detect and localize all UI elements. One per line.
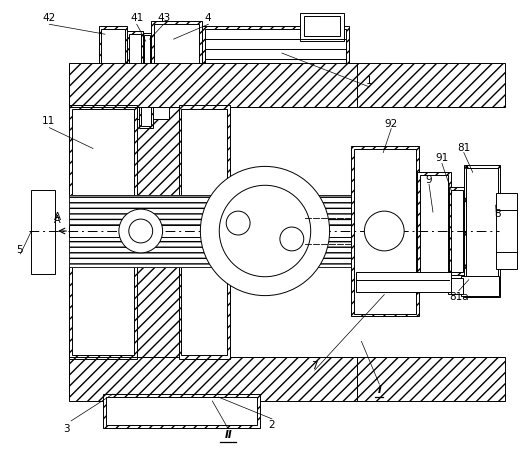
Text: II: II (224, 430, 232, 440)
Circle shape (365, 211, 404, 251)
Text: 7: 7 (311, 361, 318, 371)
Text: 92: 92 (385, 119, 398, 129)
Bar (448, 278, 463, 294)
Bar (358, 63, 504, 107)
Bar (178, 105, 230, 359)
Text: 41: 41 (130, 13, 144, 23)
Text: 2: 2 (269, 420, 275, 430)
Bar (150, 21, 203, 77)
Circle shape (226, 211, 250, 235)
Bar (99, 26, 127, 76)
Bar (103, 394, 260, 428)
Bar (69, 105, 137, 359)
Bar (466, 169, 498, 294)
Bar (304, 16, 340, 36)
Text: 42: 42 (43, 13, 56, 23)
Bar (300, 13, 343, 41)
Bar (69, 64, 184, 102)
Bar (69, 237, 462, 267)
Bar (101, 29, 125, 73)
Bar (351, 145, 419, 317)
Bar (417, 172, 451, 290)
Bar (143, 33, 150, 67)
Circle shape (219, 185, 311, 277)
Text: 43: 43 (157, 13, 170, 23)
Text: I: I (377, 385, 381, 395)
Bar (461, 276, 499, 295)
Bar (69, 195, 462, 267)
Bar (449, 187, 465, 275)
Bar (32, 190, 55, 274)
Text: 81a: 81a (449, 292, 469, 301)
Bar (69, 101, 184, 384)
Bar (69, 63, 358, 107)
Circle shape (129, 219, 153, 243)
Bar (69, 225, 462, 237)
Bar (72, 109, 134, 355)
Text: 5: 5 (16, 245, 23, 255)
Text: A: A (54, 215, 60, 225)
Text: 4: 4 (204, 13, 210, 23)
Text: 1: 1 (366, 76, 372, 86)
Bar (106, 397, 257, 425)
Text: A: A (54, 212, 61, 222)
Bar (129, 34, 141, 66)
Bar (69, 357, 358, 401)
Circle shape (280, 227, 304, 251)
Text: 9: 9 (426, 175, 432, 185)
Bar (139, 76, 153, 128)
Bar (355, 149, 416, 313)
Bar (205, 29, 347, 71)
Bar (181, 109, 227, 355)
Bar (144, 35, 150, 65)
Bar (357, 272, 451, 292)
Bar (420, 175, 448, 287)
Bar (73, 121, 125, 178)
Bar (69, 195, 462, 225)
Bar (495, 193, 518, 269)
Bar (154, 24, 199, 74)
Text: 81: 81 (457, 143, 470, 152)
Bar (127, 31, 143, 69)
Bar (203, 26, 349, 74)
Bar (141, 78, 150, 125)
Bar (81, 99, 168, 119)
Bar (464, 165, 500, 297)
Bar (73, 240, 125, 298)
Bar (451, 190, 463, 272)
Circle shape (119, 209, 163, 253)
Text: 11: 11 (42, 116, 55, 125)
Text: 3: 3 (63, 424, 69, 434)
Circle shape (200, 166, 330, 295)
Bar (358, 357, 504, 401)
Text: 91: 91 (436, 153, 449, 163)
Text: 8: 8 (494, 209, 501, 219)
